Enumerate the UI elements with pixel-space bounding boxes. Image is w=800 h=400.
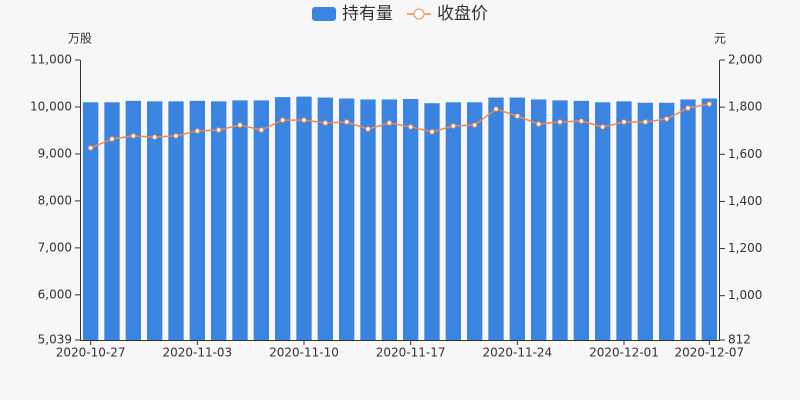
- y-tick-label: 6,000: [38, 287, 72, 301]
- bar: [210, 101, 227, 340]
- bar: [680, 99, 696, 340]
- legend-swatch: [413, 8, 425, 20]
- y2-tick-label: 1,000: [728, 288, 762, 302]
- line: [90, 103, 710, 149]
- bar: [253, 100, 270, 340]
- bar: [594, 102, 611, 341]
- bar: [296, 96, 312, 340]
- line-point: [663, 116, 670, 122]
- x-tick-label: 2020-11-10: [269, 346, 339, 360]
- line-point: [173, 133, 179, 139]
- line-point: [471, 122, 478, 128]
- y2-tick-label: 1,800: [728, 100, 762, 114]
- bar: [146, 101, 163, 340]
- line-point: [557, 119, 563, 125]
- bar: [317, 97, 334, 340]
- line-point: [279, 117, 286, 123]
- x-tick-label: 2020-10-27: [56, 346, 126, 360]
- bar: [445, 102, 462, 341]
- line-point: [450, 123, 457, 129]
- line-point: [109, 136, 115, 142]
- line-point: [578, 118, 585, 124]
- x-tick-label: 2020-11-24: [482, 346, 552, 360]
- bar: [125, 100, 142, 340]
- y-tick-label: 10,000: [30, 99, 72, 113]
- bar: [658, 102, 675, 340]
- y-tick-label: 5,039: [38, 333, 72, 347]
- bar: [573, 100, 590, 340]
- y-tick-label: 7,000: [38, 240, 72, 254]
- line-point: [535, 121, 542, 127]
- line-point: [514, 113, 521, 119]
- y-tick-label: 11,000: [30, 53, 72, 67]
- y2-unit: 元: [714, 32, 726, 46]
- x-tick-label: 2020-12-01: [589, 346, 659, 360]
- line-point: [365, 126, 371, 132]
- line-point: [343, 119, 350, 125]
- bar: [232, 100, 248, 340]
- bar: [530, 99, 547, 340]
- line-point: [237, 122, 243, 128]
- line-point: [215, 127, 222, 133]
- line-point: [151, 134, 158, 140]
- bar: [381, 99, 398, 340]
- line-point: [322, 120, 329, 126]
- line-point: [493, 106, 499, 112]
- line-point: [87, 145, 94, 151]
- x-tick-label: 2020-12-07: [674, 346, 744, 360]
- line-point: [621, 119, 627, 125]
- legend-swatch: [312, 7, 336, 21]
- legend-label: 持有量: [342, 4, 393, 24]
- line-point: [706, 101, 713, 107]
- line-point: [258, 127, 265, 133]
- legend-label: 收盘价: [437, 4, 488, 24]
- bar: [637, 102, 654, 340]
- line-point: [130, 133, 137, 139]
- y2-tick-label: 1,400: [728, 194, 762, 208]
- bar: [168, 101, 184, 340]
- bar: [701, 98, 718, 340]
- line-point: [194, 128, 201, 134]
- y-unit: 万股: [68, 32, 92, 46]
- line-point: [407, 124, 414, 130]
- y-tick-label: 8,000: [38, 193, 72, 207]
- bar: [466, 102, 483, 341]
- bar: [424, 103, 440, 340]
- bar: [616, 101, 632, 340]
- bar: [552, 100, 568, 340]
- bar: [360, 99, 376, 340]
- y2-tick-label: 2,000: [728, 53, 762, 67]
- bar: [104, 102, 120, 341]
- y2-tick-label: 1,600: [728, 147, 762, 161]
- bar: [509, 97, 526, 340]
- line-point: [301, 117, 307, 123]
- bar: [274, 97, 291, 340]
- bar: [402, 98, 419, 340]
- x-tick-label: 2020-11-03: [162, 346, 232, 360]
- line-point: [685, 105, 691, 111]
- y2-tick-label: 812: [728, 333, 751, 347]
- bar: [82, 102, 99, 341]
- line-point: [386, 120, 393, 126]
- bar: [189, 100, 206, 340]
- x-tick-label: 2020-11-17: [376, 346, 446, 360]
- line-point: [599, 124, 606, 130]
- line-point: [429, 129, 435, 135]
- y-tick-label: 9,000: [38, 146, 72, 160]
- bar: [338, 98, 355, 340]
- line-point: [642, 119, 649, 125]
- bar: [488, 97, 504, 340]
- y2-tick-label: 1,200: [728, 241, 762, 255]
